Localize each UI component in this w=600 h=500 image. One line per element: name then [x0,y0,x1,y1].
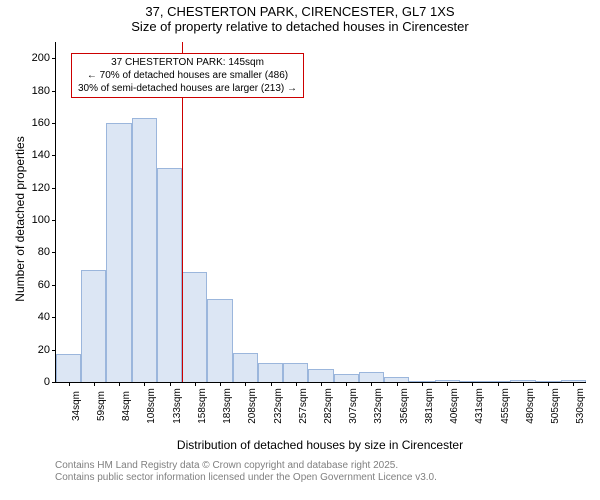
x-axis-label: Distribution of detached houses by size … [55,438,585,452]
xtick-mark [371,382,372,386]
histogram-bar [308,369,333,382]
histogram-bar [334,374,359,382]
xtick-label: 356sqm [397,388,410,424]
xtick-mark [170,382,171,386]
xtick-mark [422,382,423,386]
ytick-mark [52,91,56,92]
xtick-label: 232sqm [271,388,284,424]
footer-line-1: Contains HM Land Registry data © Crown c… [55,460,398,471]
xtick-mark [472,382,473,386]
xtick-label: 84sqm [119,391,132,421]
xtick-label: 455sqm [498,388,511,424]
xtick-label: 59sqm [94,391,107,421]
xtick-label: 431sqm [472,388,485,424]
histogram-bar [106,123,131,382]
xtick-label: 332sqm [371,388,384,424]
histogram-bar [283,363,308,382]
histogram-bar [81,270,106,382]
annotation-box: 37 CHESTERTON PARK: 145sqm← 70% of detac… [71,53,304,98]
xtick-label: 208sqm [245,388,258,424]
footer-line-2: Contains public sector information licen… [55,472,437,483]
xtick-mark [397,382,398,386]
xtick-mark [573,382,574,386]
ytick-mark [52,188,56,189]
xtick-mark [296,382,297,386]
xtick-label: 108sqm [144,388,157,424]
ytick-mark [52,317,56,318]
ytick-mark [52,350,56,351]
ytick-mark [52,285,56,286]
xtick-label: 505sqm [548,388,561,424]
histogram-bar [157,168,182,382]
ytick-mark [52,155,56,156]
xtick-mark [271,382,272,386]
xtick-mark [245,382,246,386]
xtick-mark [94,382,95,386]
histogram-bar [132,118,157,382]
xtick-label: 406sqm [447,388,460,424]
xtick-label: 480sqm [523,388,536,424]
chart-container: 37, CHESTERTON PARK, CIRENCESTER, GL7 1X… [0,0,600,500]
xtick-mark [346,382,347,386]
plot-area: 02040608010012014016018020034sqm59sqm84s… [55,42,586,383]
xtick-mark [195,382,196,386]
histogram-bar [258,363,283,382]
ytick-mark [52,220,56,221]
xtick-mark [69,382,70,386]
xtick-mark [498,382,499,386]
xtick-label: 282sqm [321,388,334,424]
histogram-bar [359,372,384,382]
xtick-mark [321,382,322,386]
xtick-label: 183sqm [220,388,233,424]
xtick-mark [119,382,120,386]
xtick-mark [144,382,145,386]
ytick-mark [52,58,56,59]
histogram-bar [207,299,232,382]
title-line-2: Size of property relative to detached ho… [0,19,600,34]
title-line-1: 37, CHESTERTON PARK, CIRENCESTER, GL7 1X… [0,0,600,19]
xtick-label: 307sqm [346,388,359,424]
ytick-mark [52,252,56,253]
xtick-mark [548,382,549,386]
ytick-mark [52,123,56,124]
ytick-mark [52,382,56,383]
xtick-label: 381sqm [422,388,435,424]
xtick-label: 530sqm [573,388,586,424]
xtick-label: 133sqm [170,388,183,424]
histogram-bar [182,272,207,382]
xtick-label: 34sqm [69,391,82,421]
xtick-label: 158sqm [195,388,208,424]
annotation-line: 30% of semi-detached houses are larger (… [78,82,297,95]
annotation-line: 37 CHESTERTON PARK: 145sqm [78,56,297,69]
xtick-label: 257sqm [296,388,309,424]
annotation-line: ← 70% of detached houses are smaller (48… [78,69,297,82]
histogram-bar [233,353,258,382]
histogram-bar [56,354,81,382]
y-axis-label: Number of detached properties [13,119,27,319]
xtick-mark [447,382,448,386]
xtick-mark [523,382,524,386]
xtick-mark [220,382,221,386]
